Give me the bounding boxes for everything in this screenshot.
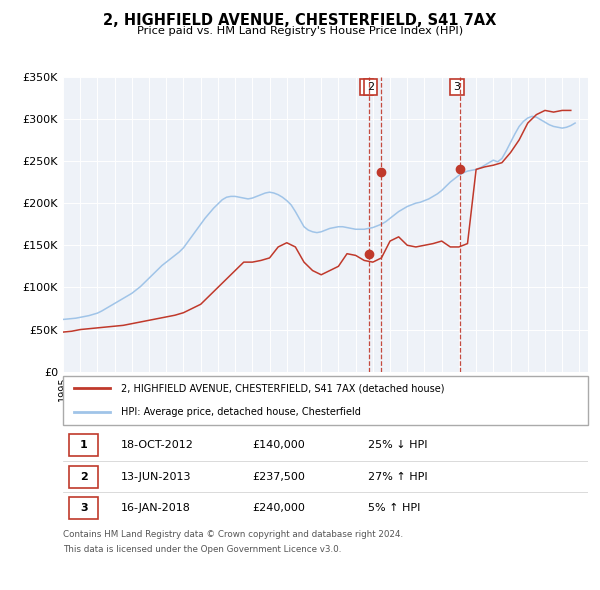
FancyBboxPatch shape: [70, 466, 98, 488]
Text: £140,000: £140,000: [252, 440, 305, 450]
Text: HPI: Average price, detached house, Chesterfield: HPI: Average price, detached house, Ches…: [121, 407, 361, 417]
Text: 2: 2: [367, 82, 374, 92]
FancyBboxPatch shape: [70, 497, 98, 519]
Text: 1: 1: [80, 440, 88, 450]
Text: 1: 1: [362, 82, 370, 92]
Text: 16-JAN-2018: 16-JAN-2018: [121, 503, 191, 513]
Text: £237,500: £237,500: [252, 472, 305, 481]
Text: Price paid vs. HM Land Registry's House Price Index (HPI): Price paid vs. HM Land Registry's House …: [137, 26, 463, 36]
Text: 2, HIGHFIELD AVENUE, CHESTERFIELD, S41 7AX: 2, HIGHFIELD AVENUE, CHESTERFIELD, S41 7…: [103, 13, 497, 28]
Text: 2, HIGHFIELD AVENUE, CHESTERFIELD, S41 7AX (detached house): 2, HIGHFIELD AVENUE, CHESTERFIELD, S41 7…: [121, 383, 444, 393]
Text: 3: 3: [454, 82, 461, 92]
Text: 3: 3: [80, 503, 88, 513]
Text: 18-OCT-2012: 18-OCT-2012: [121, 440, 194, 450]
Text: £240,000: £240,000: [252, 503, 305, 513]
Text: 13-JUN-2013: 13-JUN-2013: [121, 472, 191, 481]
Text: 25% ↓ HPI: 25% ↓ HPI: [367, 440, 427, 450]
Text: Contains HM Land Registry data © Crown copyright and database right 2024.: Contains HM Land Registry data © Crown c…: [63, 530, 403, 539]
Text: This data is licensed under the Open Government Licence v3.0.: This data is licensed under the Open Gov…: [63, 545, 341, 554]
Text: 2: 2: [80, 472, 88, 481]
FancyBboxPatch shape: [70, 434, 98, 456]
Text: 5% ↑ HPI: 5% ↑ HPI: [367, 503, 420, 513]
Text: 27% ↑ HPI: 27% ↑ HPI: [367, 472, 427, 481]
FancyBboxPatch shape: [63, 376, 588, 425]
